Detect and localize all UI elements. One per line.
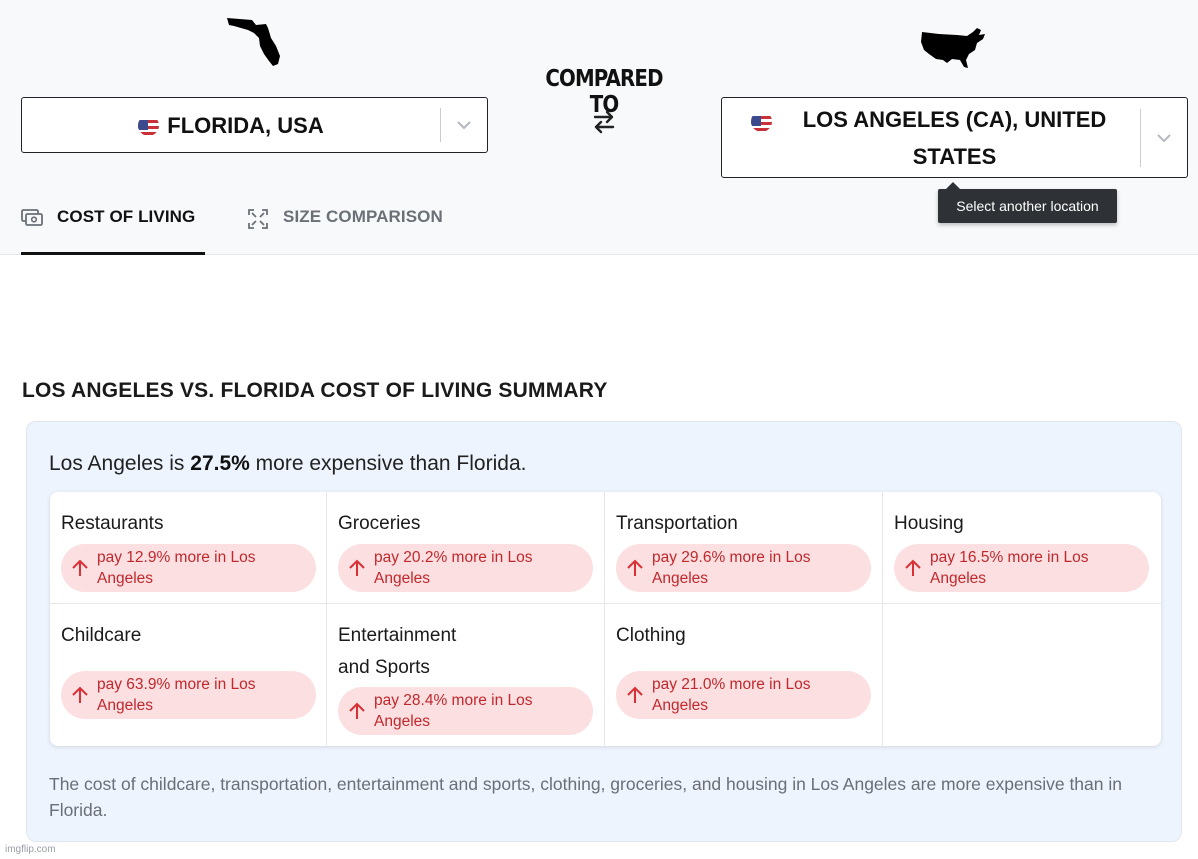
category-name: Childcare: [61, 625, 142, 646]
category-name: Restaurants: [61, 513, 164, 534]
right-location-label: LOS ANGELES (CA), UNITED STATES: [802, 106, 1107, 169]
summary-lead: Los Angeles is 27.5% more expensive than…: [49, 452, 527, 475]
chevron-down-icon[interactable]: [441, 120, 487, 130]
florida-silhouette-icon: [227, 18, 280, 66]
price-difference-badge: pay 63.9% more in Los Angeles: [61, 671, 316, 719]
category-cell-childcare: Childcare pay 63.9% more in Los Angeles: [50, 604, 327, 746]
right-location-value: LOS ANGELES (CA), UNITED STATES: [722, 101, 1140, 175]
arrow-up-icon: [72, 559, 88, 576]
comparison-header: FLORIDA, USA COMPARED TO LOS ANGELES (: [0, 0, 1198, 255]
category-name: Housing: [894, 513, 964, 534]
select-location-tooltip: Select another location: [938, 182, 1117, 223]
swap-icon[interactable]: [590, 108, 618, 136]
chevron-down-icon[interactable]: [1141, 133, 1187, 143]
price-difference-badge: pay 21.0% more in Los Angeles: [616, 671, 871, 719]
arrow-up-icon: [627, 559, 643, 576]
arrow-up-icon: [905, 559, 921, 576]
category-cell-clothing: Clothing pay 21.0% more in Los Angeles: [605, 604, 883, 746]
price-difference-badge: pay 12.9% more in Los Angeles: [61, 544, 316, 592]
arrow-up-icon: [627, 686, 643, 703]
category-name: Transportation: [616, 513, 738, 534]
category-cell-entertainment: Entertainment and Sports pay 28.4% more …: [327, 604, 605, 746]
category-cell-housing: Housing pay 16.5% more in Los Angeles: [883, 492, 1161, 604]
category-cell-empty: [883, 604, 1161, 746]
summary-title: LOS ANGELES VS. FLORIDA COST OF LIVING S…: [22, 379, 608, 402]
price-difference-badge: pay 28.4% more in Los Angeles: [338, 687, 593, 735]
money-icon: [21, 209, 43, 226]
tab-size-comparison[interactable]: SIZE COMPARISON: [247, 207, 443, 255]
summary-footnote: The cost of childcare, transportation, e…: [49, 774, 1122, 820]
select-separator: [1140, 108, 1141, 167]
tab-cost-of-living[interactable]: COST OF LIVING: [21, 207, 205, 255]
tab-label: COST OF LIVING: [57, 207, 196, 226]
left-location-value: FLORIDA, USA: [22, 107, 440, 144]
arrow-up-icon: [349, 559, 365, 576]
left-location-select[interactable]: FLORIDA, USA: [21, 97, 488, 153]
category-name: Groceries: [338, 513, 421, 534]
price-difference-badge: pay 20.2% more in Los Angeles: [338, 544, 593, 592]
category-name: Entertainment and Sports: [338, 625, 457, 678]
us-flag-icon: [138, 115, 160, 136]
compared-to-label: COMPARED TO: [545, 66, 663, 118]
select-separator: [440, 108, 441, 142]
summary-card: Los Angeles is 27.5% more expensive than…: [26, 421, 1182, 842]
price-difference-badge: pay 16.5% more in Los Angeles: [894, 544, 1149, 592]
category-cell-groceries: Groceries pay 20.2% more in Los Angeles: [327, 492, 605, 604]
tab-label: SIZE COMPARISON: [283, 207, 443, 226]
usa-silhouette-icon: [921, 28, 985, 68]
expand-icon: [248, 209, 268, 229]
right-location-select[interactable]: LOS ANGELES (CA), UNITED STATES: [721, 97, 1188, 178]
us-flag-icon: [750, 111, 772, 132]
category-grid: Restaurants pay 12.9% more in Los Angele…: [50, 492, 1161, 746]
arrow-up-icon: [349, 702, 365, 719]
summary-percent: 27.5%: [190, 452, 250, 475]
left-location-label: FLORIDA, USA: [167, 112, 324, 138]
price-difference-badge: pay 29.6% more in Los Angeles: [616, 544, 871, 592]
category-cell-restaurants: Restaurants pay 12.9% more in Los Angele…: [50, 492, 327, 604]
watermark: imgflip.com: [5, 844, 56, 855]
category-cell-transportation: Transportation pay 29.6% more in Los Ang…: [605, 492, 883, 604]
arrow-up-icon: [72, 686, 88, 703]
category-name: Clothing: [616, 625, 686, 646]
